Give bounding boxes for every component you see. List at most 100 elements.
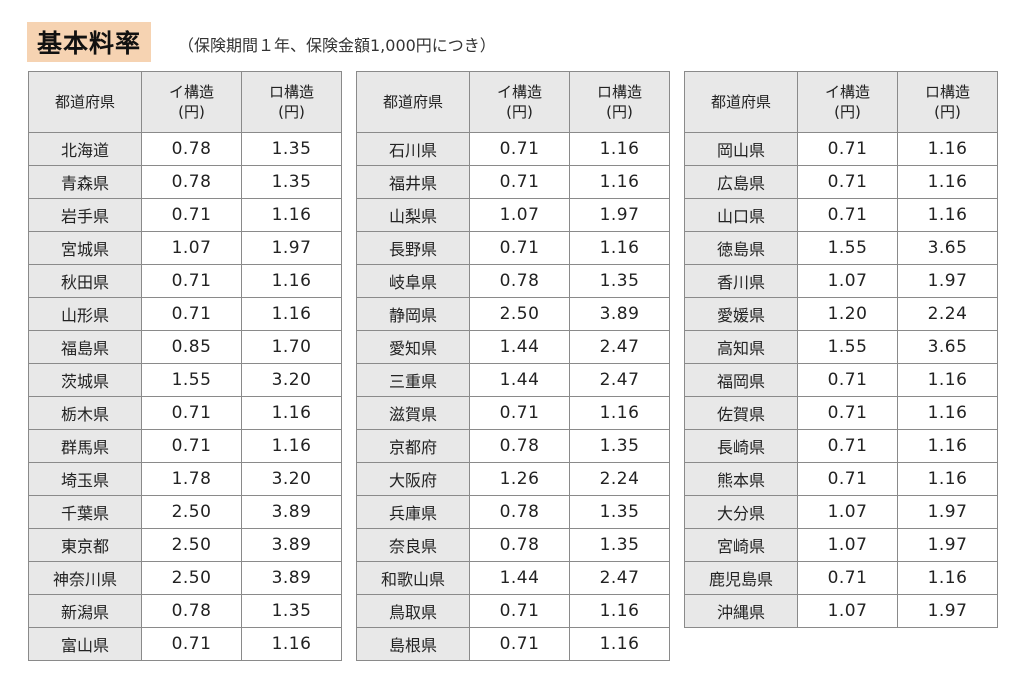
type-ro-rate-cell: 1.16 — [241, 627, 342, 661]
type-ro-rate-cell: 1.16 — [897, 363, 998, 397]
type-ro-rate-cell: 2.47 — [569, 330, 670, 364]
type-i-rate-cell: 1.07 — [797, 528, 898, 562]
type-ro-rate-cell: 1.35 — [569, 264, 670, 298]
table-row: 滋賀県 0.71 1.16 — [356, 396, 670, 430]
table-row: 兵庫県 0.78 1.35 — [356, 495, 670, 529]
header-prefecture: 都道府県 — [684, 71, 798, 133]
type-ro-rate-cell: 3.65 — [897, 330, 998, 364]
header-type-ro-label: ロ構造 — [268, 83, 314, 101]
type-ro-rate-cell: 1.16 — [569, 231, 670, 265]
type-i-rate-cell: 2.50 — [141, 561, 242, 595]
table-row: 東京都 2.50 3.89 — [28, 528, 342, 562]
type-ro-rate-cell: 1.35 — [241, 132, 342, 166]
type-ro-rate-cell: 1.35 — [241, 594, 342, 628]
prefecture-cell: 栃木県 — [28, 396, 142, 430]
prefecture-cell: 新潟県 — [28, 594, 142, 628]
type-i-rate-cell: 0.85 — [141, 330, 242, 364]
type-i-rate-cell: 0.71 — [797, 429, 898, 463]
type-ro-rate-cell: 1.97 — [897, 264, 998, 298]
type-ro-rate-cell: 1.97 — [241, 231, 342, 265]
type-ro-rate-cell: 1.16 — [569, 165, 670, 199]
table-row: 奈良県 0.78 1.35 — [356, 528, 670, 562]
page-subtitle: （保険期間１年、保険金額1,000円につき） — [178, 36, 496, 55]
header-type-ro-label: ロ構造 — [596, 83, 642, 101]
table-row: 長野県 0.71 1.16 — [356, 231, 670, 265]
type-i-rate-cell: 1.44 — [469, 561, 570, 595]
table-row: 和歌山県 1.44 2.47 — [356, 561, 670, 595]
table-row: 広島県 0.71 1.16 — [684, 165, 998, 199]
prefecture-cell: 三重県 — [356, 363, 470, 397]
type-i-rate-cell: 1.55 — [141, 363, 242, 397]
type-i-rate-cell: 1.07 — [797, 264, 898, 298]
header-row: 都道府県 イ構造 (円) ロ構造 (円) — [684, 71, 998, 133]
prefecture-cell: 神奈川県 — [28, 561, 142, 595]
header-type-i-unit: (円) — [178, 103, 205, 121]
prefecture-cell: 富山県 — [28, 627, 142, 661]
type-ro-rate-cell: 1.16 — [569, 594, 670, 628]
prefecture-cell: 岩手県 — [28, 198, 142, 232]
type-ro-rate-cell: 2.24 — [569, 462, 670, 496]
prefecture-cell: 茨城県 — [28, 363, 142, 397]
rate-table-1: 都道府県 イ構造 (円) ロ構造 (円) 北海道 0.78 1.35 青森県 0.78 1.3… — [28, 71, 342, 661]
table-row: 宮城県 1.07 1.97 — [28, 231, 342, 265]
type-i-rate-cell: 0.71 — [797, 462, 898, 496]
type-i-rate-cell: 0.71 — [141, 297, 242, 331]
type-ro-rate-cell: 1.35 — [241, 165, 342, 199]
prefecture-cell: 長崎県 — [684, 429, 798, 463]
table-row: 宮崎県 1.07 1.97 — [684, 528, 998, 562]
prefecture-cell: 兵庫県 — [356, 495, 470, 529]
table-row: 千葉県 2.50 3.89 — [28, 495, 342, 529]
prefecture-cell: 和歌山県 — [356, 561, 470, 595]
type-ro-rate-cell: 1.16 — [897, 198, 998, 232]
table-row: 鳥取県 0.71 1.16 — [356, 594, 670, 628]
header-type-i-label: イ構造 — [496, 83, 542, 101]
prefecture-cell: 青森県 — [28, 165, 142, 199]
type-i-rate-cell: 0.78 — [469, 264, 570, 298]
type-i-rate-cell: 0.71 — [469, 231, 570, 265]
type-i-rate-cell: 0.78 — [141, 165, 242, 199]
table-row: 富山県 0.71 1.16 — [28, 627, 342, 661]
prefecture-cell: 香川県 — [684, 264, 798, 298]
prefecture-cell: 佐賀県 — [684, 396, 798, 430]
type-ro-rate-cell: 1.16 — [241, 264, 342, 298]
table-body: 石川県 0.71 1.16 福井県 0.71 1.16 山梨県 1.07 1.97 長野県 0.71… — [356, 132, 670, 661]
prefecture-cell: 宮崎県 — [684, 528, 798, 562]
table-row: 香川県 1.07 1.97 — [684, 264, 998, 298]
rate-table-3: 都道府県 イ構造 (円) ロ構造 (円) 岡山県 0.71 1.16 広島県 0.71 1.1… — [684, 71, 998, 628]
type-i-rate-cell: 1.07 — [797, 594, 898, 628]
type-i-rate-cell: 1.44 — [469, 363, 570, 397]
type-i-rate-cell: 0.78 — [141, 594, 242, 628]
type-ro-rate-cell: 1.16 — [241, 198, 342, 232]
type-ro-rate-cell: 1.35 — [569, 528, 670, 562]
type-i-rate-cell: 0.71 — [469, 594, 570, 628]
table-row: 埼玉県 1.78 3.20 — [28, 462, 342, 496]
prefecture-cell: 滋賀県 — [356, 396, 470, 430]
prefecture-cell: 大分県 — [684, 495, 798, 529]
prefecture-cell: 宮城県 — [28, 231, 142, 265]
prefecture-cell: 愛知県 — [356, 330, 470, 364]
type-ro-rate-cell: 1.16 — [569, 627, 670, 661]
table-row: 青森県 0.78 1.35 — [28, 165, 342, 199]
header-type-i-unit: (円) — [506, 103, 533, 121]
type-ro-rate-cell: 1.16 — [241, 396, 342, 430]
table-row: 栃木県 0.71 1.16 — [28, 396, 342, 430]
table-row: 岐阜県 0.78 1.35 — [356, 264, 670, 298]
type-ro-rate-cell: 3.89 — [569, 297, 670, 331]
type-i-rate-cell: 1.07 — [141, 231, 242, 265]
type-i-rate-cell: 0.71 — [141, 198, 242, 232]
prefecture-cell: 埼玉県 — [28, 462, 142, 496]
prefecture-cell: 山口県 — [684, 198, 798, 232]
type-i-rate-cell: 0.71 — [469, 396, 570, 430]
table-row: 愛媛県 1.20 2.24 — [684, 297, 998, 331]
type-i-rate-cell: 1.20 — [797, 297, 898, 331]
prefecture-cell: 鹿児島県 — [684, 561, 798, 595]
type-i-rate-cell: 0.71 — [469, 627, 570, 661]
table-row: 島根県 0.71 1.16 — [356, 627, 670, 661]
type-i-rate-cell: 0.71 — [141, 396, 242, 430]
type-i-rate-cell: 2.50 — [141, 495, 242, 529]
type-i-rate-cell: 0.71 — [797, 561, 898, 595]
prefecture-cell: 奈良県 — [356, 528, 470, 562]
header-type-ro: ロ構造 (円) — [897, 71, 998, 133]
type-ro-rate-cell: 2.47 — [569, 363, 670, 397]
prefecture-cell: 岡山県 — [684, 132, 798, 166]
